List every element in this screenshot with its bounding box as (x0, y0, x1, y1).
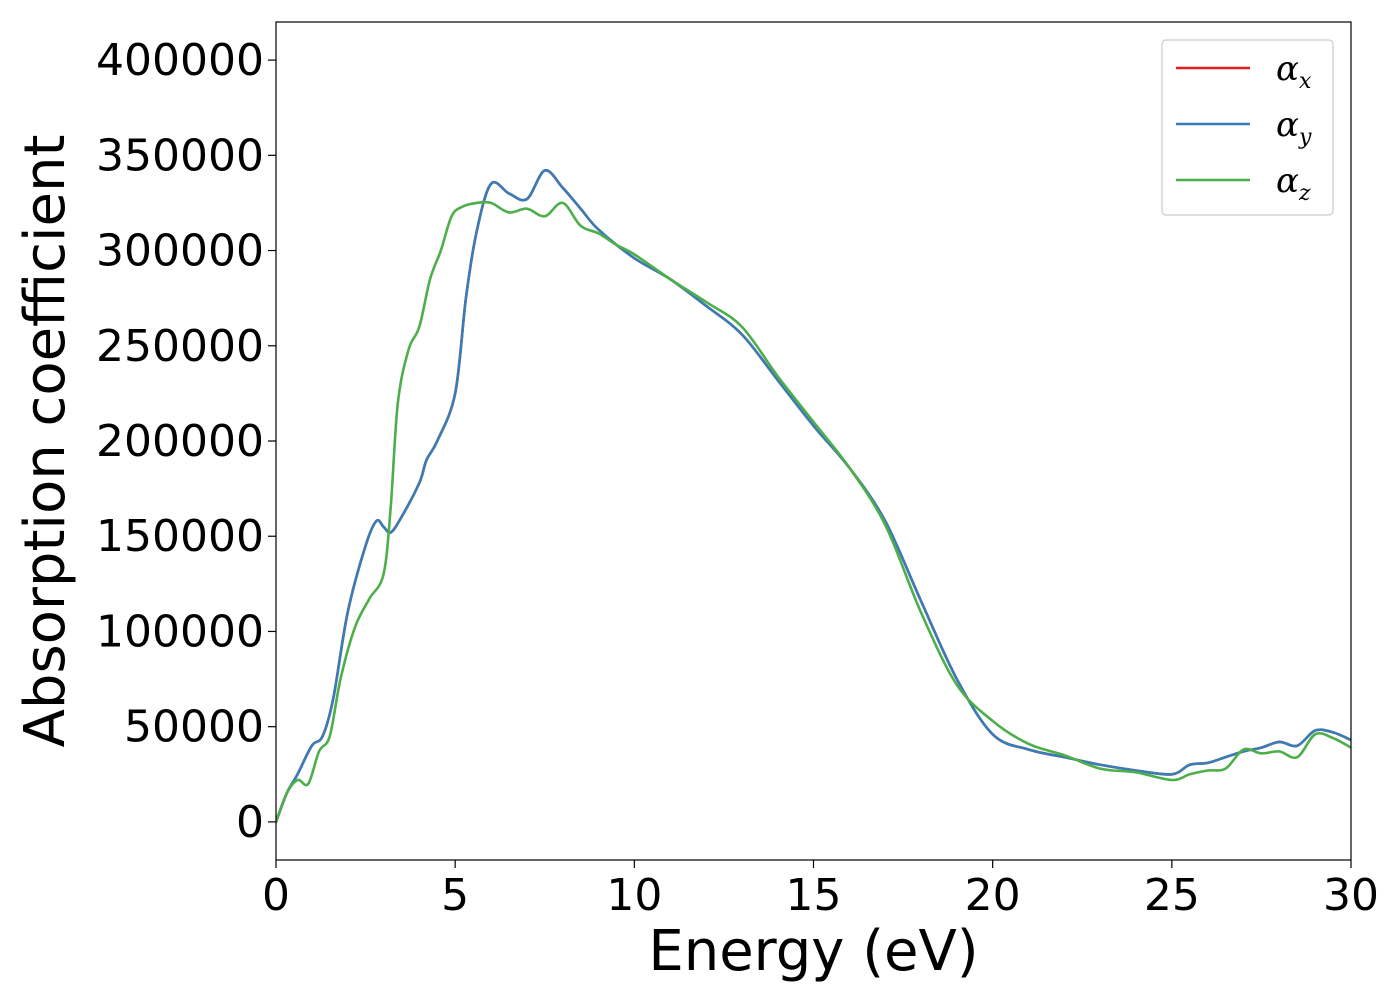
y-axis-label: Absorption coefficient (13, 135, 78, 748)
legend-label: αy (1276, 105, 1312, 150)
y-tick-label: 250000 (96, 321, 264, 372)
y-tick-label: 150000 (96, 511, 264, 562)
series-line-alpha-z (276, 200, 1351, 824)
legend-label: αz (1276, 161, 1311, 206)
y-tick-label: 50000 (124, 702, 264, 753)
legend-box (1161, 39, 1334, 216)
y-tick-label: 300000 (96, 226, 264, 277)
x-axis-label: Energy (eV) (648, 919, 978, 984)
y-tick-label: 350000 (96, 130, 264, 181)
x-tick-label: 5 (441, 870, 469, 921)
y-tick-label: 0 (236, 797, 264, 848)
y-tick-label: 100000 (96, 606, 264, 657)
y-tick-label: 400000 (96, 35, 264, 86)
x-tick-label: 25 (1144, 870, 1200, 921)
x-tick-label: 20 (965, 870, 1021, 921)
legend-label: αx (1276, 49, 1312, 94)
series-layer (276, 169, 1351, 824)
x-tick-label: 0 (262, 870, 290, 921)
x-axis-ticks: 0 5 10 15 20 25 30 (262, 860, 1379, 921)
y-axis-ticks: 0 50000 100000 150000 200000 250000 300000 3500… (96, 35, 276, 848)
series-line-alpha-y (276, 169, 1351, 824)
y-tick-label: 200000 (96, 416, 264, 467)
x-tick-label: 10 (606, 870, 662, 921)
x-tick-label: 15 (786, 870, 842, 921)
legend: αx αy αz (1161, 39, 1334, 216)
series-line-alpha-x (276, 169, 1351, 824)
x-tick-label: 30 (1323, 870, 1379, 921)
